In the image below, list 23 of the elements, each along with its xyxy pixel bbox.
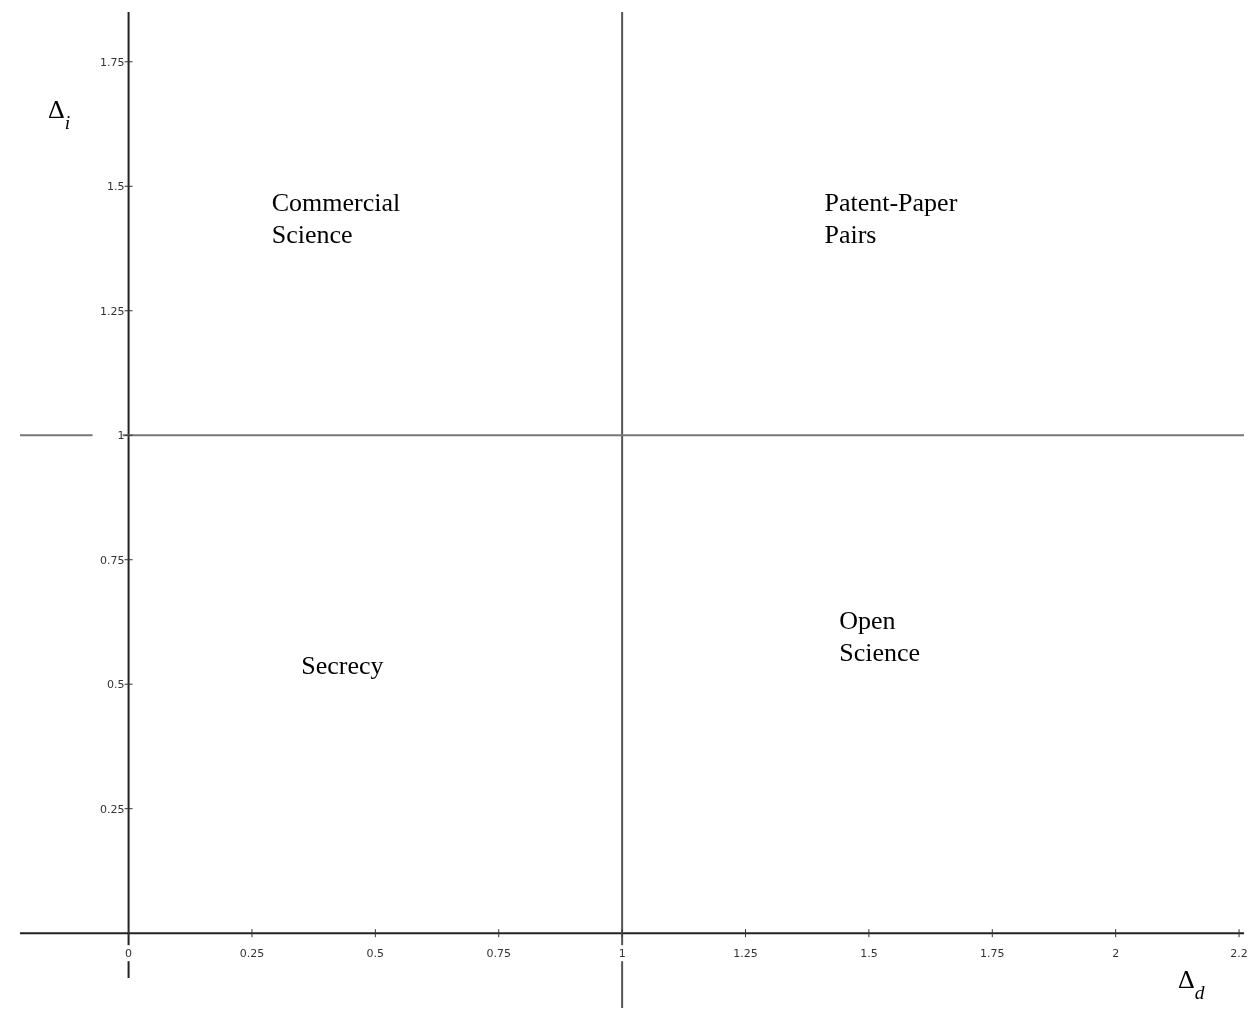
y-tick-label: 1.5 (107, 180, 125, 194)
y-tick-label: 0.5 (107, 678, 125, 692)
x-tick-label: 1.75 (980, 947, 1005, 961)
x-tick-label: 0.75 (486, 947, 511, 961)
x-tick-label: 1 (618, 947, 626, 961)
y-tick-label: 0.75 (100, 553, 125, 567)
x-tick-label: 2 (1112, 947, 1120, 961)
y-axis-title: Δ$_{i}$ (48, 95, 71, 133)
y-tick-label: 0.25 (100, 802, 125, 816)
x-tick-label: 1.25 (733, 947, 758, 961)
x-tick-label: 1.5 (860, 947, 878, 961)
x-tick-label: 2.2 (1230, 947, 1248, 961)
annotation: Commercial Science (271, 188, 401, 250)
annotation: Patent-Paper Pairs (824, 188, 958, 250)
x-tick-label: 0.25 (239, 947, 265, 961)
x-axis-title: Δ$_{d}$ (1178, 965, 1205, 1003)
y-tick-label: 1 (117, 429, 125, 443)
y-tick-label: 1.75 (100, 55, 125, 69)
x-tick-label: 0 (125, 947, 133, 961)
y-tick-label: 1.25 (100, 304, 125, 318)
annotation: Secrecy (301, 651, 384, 681)
x-tick-label: 0.5 (366, 947, 385, 961)
annotation: Open Science (839, 606, 921, 668)
